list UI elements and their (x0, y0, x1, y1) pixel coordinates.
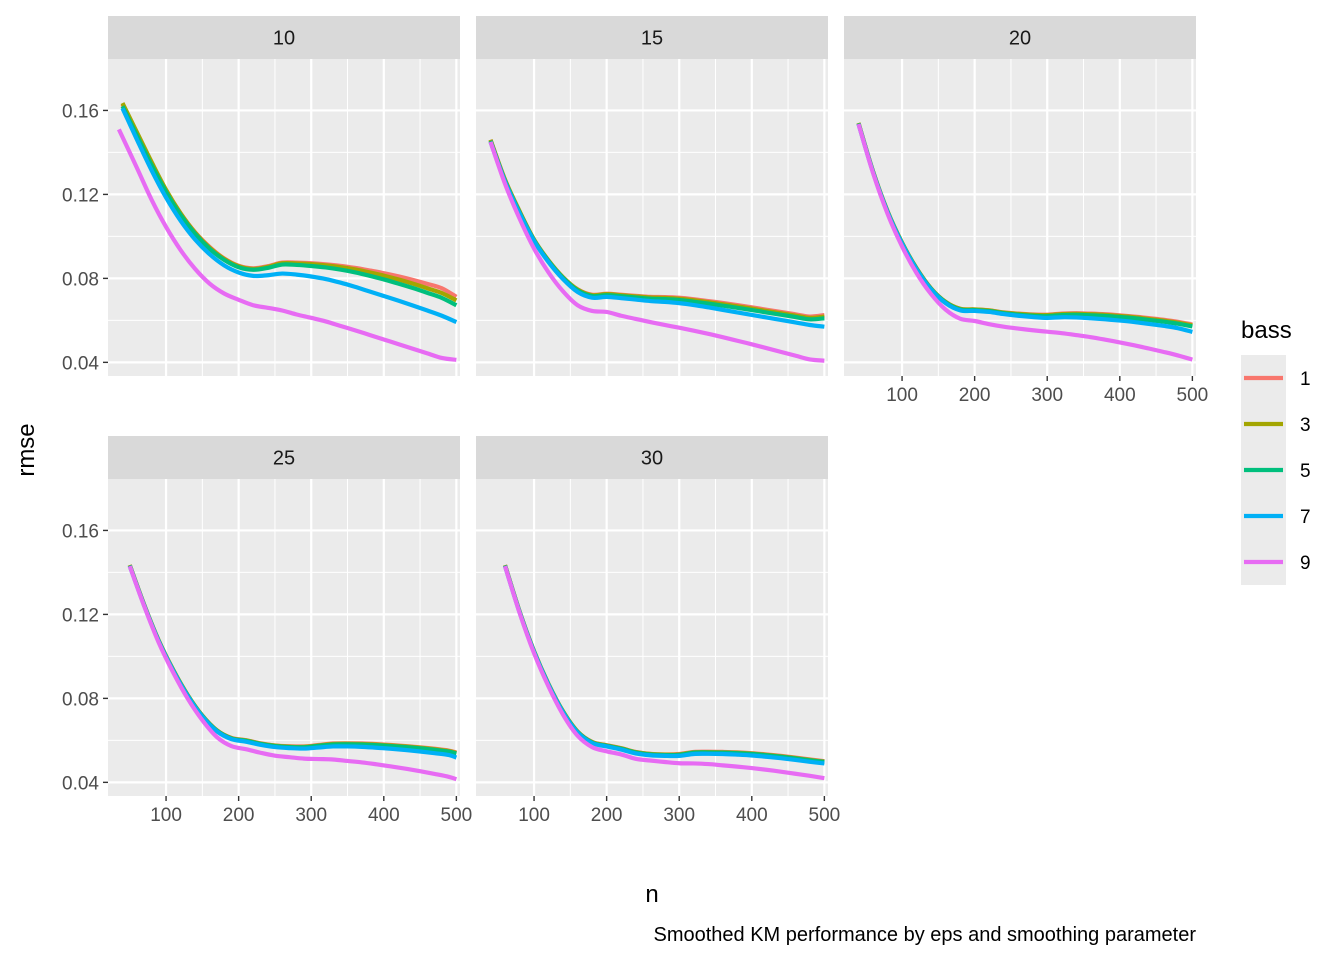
series-line-bass-5 (120, 105, 458, 308)
facet-panel-25: 25 0.04 0.08 0.12 0.16 100 200 300 400 500 (62, 436, 472, 826)
facet-strip (476, 16, 828, 59)
x-tick-label: 200 (591, 805, 623, 826)
y-tick-label: 0.12 (62, 605, 99, 626)
series-line-bass-7 (488, 141, 825, 329)
series-line-bass-9 (127, 565, 458, 782)
facet-strip-label: 15 (641, 28, 663, 50)
x-tick-label: 500 (441, 805, 473, 826)
x-tick-label: 500 (1177, 385, 1209, 406)
legend-label-bass-7: 7 (1300, 507, 1311, 528)
legend-label-bass-5: 5 (1300, 461, 1311, 482)
x-tick-label: 200 (959, 385, 991, 406)
x-tick-label: 400 (1104, 385, 1136, 406)
y-axis-title: rmse (13, 423, 40, 476)
y-tick-label: 0.12 (62, 185, 99, 206)
legend: bass 1 3 5 7 9 (1241, 317, 1311, 585)
chart-caption: Smoothed KM performance by eps and smoot… (653, 924, 1196, 946)
legend-label-bass-3: 3 (1300, 415, 1311, 436)
x-tick-label: 400 (368, 805, 400, 826)
series-line-bass-9 (856, 123, 1193, 362)
y-tick-label: 0.16 (62, 521, 99, 542)
x-tick-label: 300 (1031, 385, 1063, 406)
x-tick-label: 100 (150, 805, 182, 826)
x-axis-title: n (645, 881, 658, 908)
series-line-bass-7 (120, 107, 458, 324)
facet-panels: 10 0.04 0.08 0.12 0.16 15 20 100 200 300 400 500 25 0… (62, 16, 1208, 826)
x-tick-label: 500 (809, 805, 841, 826)
series-line-bass-9 (116, 128, 457, 362)
series-line-bass-9 (503, 565, 825, 781)
y-tick-label: 0.08 (62, 269, 99, 290)
legend-title: bass (1241, 317, 1292, 344)
facet-strip-label: 10 (273, 28, 295, 50)
facet-panel-10: 10 0.04 0.08 0.12 0.16 (62, 16, 460, 376)
facet-panel-30: 30 100 200 300 400 500 (476, 436, 840, 826)
x-tick-label: 300 (663, 805, 695, 826)
facet-panel-15: 15 (476, 16, 828, 376)
y-tick-label: 0.04 (62, 353, 99, 374)
x-tick-label: 200 (223, 805, 255, 826)
series-line-bass-9 (488, 141, 825, 363)
facet-strip (108, 16, 460, 59)
facet-strip (476, 436, 828, 479)
x-tick-label: 400 (736, 805, 768, 826)
legend-label-bass-9: 9 (1300, 553, 1311, 574)
y-tick-label: 0.04 (62, 773, 99, 794)
y-tick-label: 0.08 (62, 689, 99, 710)
facet-strip (108, 436, 460, 479)
x-tick-label: 100 (886, 385, 918, 406)
y-tick-label: 0.16 (62, 101, 99, 122)
x-tick-label: 300 (295, 805, 327, 826)
facet-strip-label: 30 (641, 448, 663, 470)
facet-panel-20: 20 100 200 300 400 500 (844, 16, 1208, 406)
panel-background (476, 59, 828, 376)
facet-strip (844, 16, 1196, 59)
legend-label-bass-1: 1 (1300, 369, 1311, 390)
facet-strip-label: 25 (273, 448, 295, 470)
x-tick-label: 100 (518, 805, 550, 826)
facet-strip-label: 20 (1009, 28, 1031, 50)
